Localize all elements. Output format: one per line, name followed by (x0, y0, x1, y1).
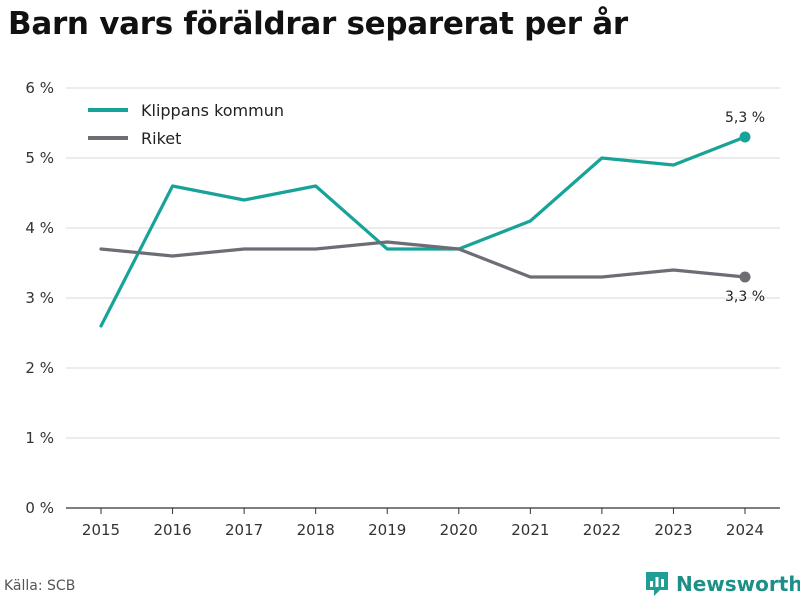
legend-label: Riket (141, 129, 181, 148)
y-tick-label: 0 % (25, 499, 54, 517)
series-line-riket (99, 240, 747, 279)
bar-chart-logo-icon (646, 572, 668, 596)
end-point-marker (739, 131, 751, 143)
x-tick-label: 2019 (368, 521, 406, 539)
x-tick-label: 2020 (440, 521, 478, 539)
x-tick-label: 2015 (82, 521, 120, 539)
y-tick-label: 1 % (25, 429, 54, 447)
end-point-marker (739, 271, 751, 283)
brand-logo: Newsworthy (644, 570, 800, 598)
series-line-klippans-kommun (99, 135, 747, 328)
x-tick-label: 2023 (654, 521, 692, 539)
y-tick-label: 4 % (25, 219, 54, 237)
x-tick-label: 2017 (225, 521, 263, 539)
data-label: 3,3 % (725, 289, 765, 305)
source-note: Källa: SCB (4, 578, 76, 594)
legend-label: Klippans kommun (141, 101, 284, 120)
y-tick-label: 5 % (25, 149, 54, 167)
x-tick-label: 2016 (153, 521, 191, 539)
y-tick-label: 2 % (25, 359, 54, 377)
x-tick-label: 2021 (511, 521, 549, 539)
x-tick-label: 2024 (726, 521, 764, 539)
brand-name: Newsworthy (676, 572, 800, 596)
x-tick-label: 2018 (297, 521, 335, 539)
y-tick-label: 6 % (25, 79, 54, 97)
y-tick-label: 3 % (25, 289, 54, 307)
x-tick-label: 2022 (583, 521, 621, 539)
data-label: 5,3 % (725, 110, 765, 126)
chart-title: Barn vars föräldrar separerat per år (8, 6, 628, 42)
